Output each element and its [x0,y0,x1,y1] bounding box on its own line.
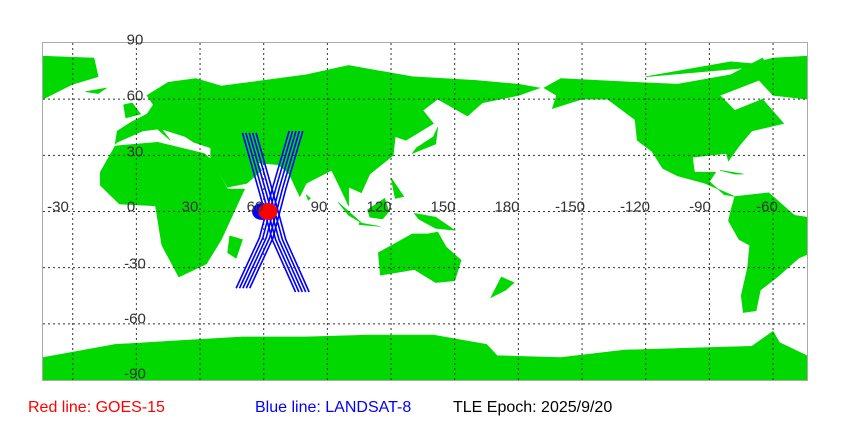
longitude-label: -120 [619,198,651,216]
longitude-label: 60 [246,198,264,216]
latitude-label: 90 [126,31,144,49]
ground-tracks [236,131,309,292]
longitude-label: 90 [310,198,328,216]
new-guinea [413,212,456,231]
java [358,222,381,227]
latitude-label: -90 [124,365,146,383]
longitude-label: -150 [554,198,586,216]
africa [99,141,246,278]
north-america [543,57,785,197]
greenland-west [744,55,807,100]
goes-15-marker [258,203,278,220]
longitude-label: 120 [366,198,392,216]
latitude-label: 60 [126,87,144,105]
madagascar [227,235,243,259]
landmasses [43,55,807,380]
iceland [85,87,107,94]
longitude-label: -90 [689,198,711,216]
world-map [42,42,808,381]
antarctica [43,330,807,380]
longitude-label: -30 [47,198,69,216]
landsat-8-track [250,131,303,288]
latitude-label: -30 [124,255,146,273]
philippines [390,177,405,199]
goes-15-legend: Red line: GOES-15 [28,399,165,416]
longitude-label: -60 [756,198,778,216]
tle-epoch: TLE Epoch: 2025/9/20 [453,399,613,416]
longitude-label: 150 [430,198,456,216]
graticule [43,43,807,380]
latitude-label: 30 [126,143,144,161]
greenland-east [43,55,99,100]
longitude-label: 180 [494,198,520,216]
longitude-label: 0 [126,198,136,216]
longitude-label: 30 [181,198,199,216]
uk [123,102,142,119]
map-canvas [43,43,807,380]
landsat-8-legend: Blue line: LANDSAT-8 [255,399,412,416]
south-america [728,192,807,313]
new-zealand [490,276,515,299]
sumatra [337,201,362,223]
australia [377,231,462,283]
japan [411,127,439,155]
borneo [367,197,390,220]
cuba [719,170,744,175]
latitude-label: -60 [124,310,146,328]
sri-lanka [305,194,311,201]
